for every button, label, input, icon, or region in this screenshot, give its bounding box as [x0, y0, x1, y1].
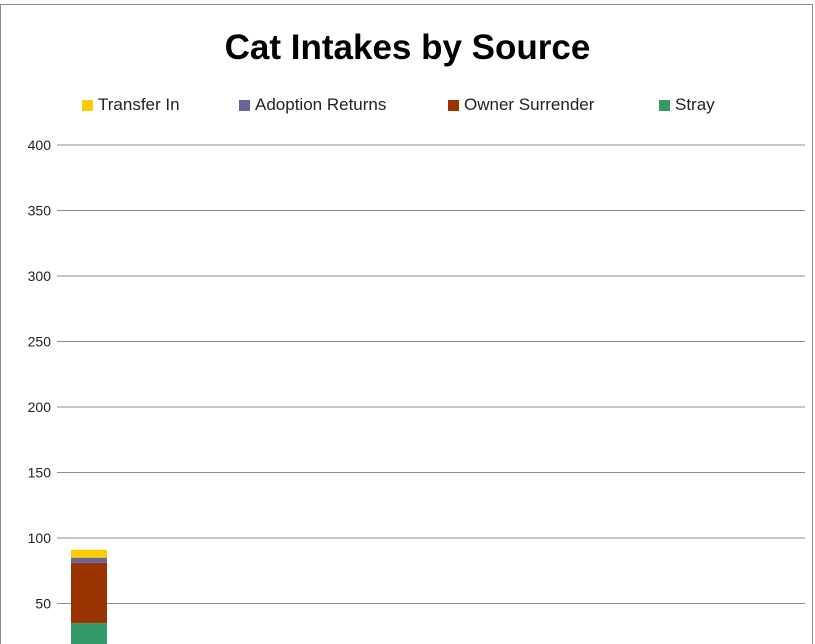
y-tick-label: 50: [35, 596, 51, 612]
y-tick-label: 100: [28, 530, 52, 546]
legend-label: Owner Surrender: [464, 95, 595, 114]
bar-segment-adoption-returns: [71, 557, 107, 563]
legend-swatch: [239, 99, 250, 111]
y-tick-label: 400: [28, 137, 52, 153]
legend-swatch: [82, 99, 93, 111]
legend-label: Stray: [675, 95, 715, 114]
bar-segment-owner-surrender: [71, 562, 107, 624]
legend-swatch: [448, 99, 459, 111]
y-tick-label: 350: [28, 203, 52, 219]
y-tick-label: 250: [28, 334, 52, 350]
legend-item-transfer-in: Transfer In: [82, 94, 180, 116]
legend-label: Transfer In: [98, 95, 180, 114]
legend-swatch: [659, 99, 670, 111]
chart-title: Cat Intakes by Source: [224, 28, 591, 67]
y-tick-label: 200: [28, 399, 52, 415]
legend-label: Adoption Returns: [255, 95, 387, 114]
chart-frame: [0, 4, 813, 644]
legend-item-owner-surrender: Owner Surrender: [448, 94, 594, 116]
y-tick-label: 300: [28, 268, 52, 284]
y-tick-label: 150: [28, 465, 52, 481]
legend-item-adoption-returns: Adoption Returns: [239, 94, 386, 116]
bar-segment-stray: [71, 623, 107, 644]
legend-item-stray: Stray: [659, 94, 715, 116]
bar-segment-transfer-in: [71, 549, 107, 558]
